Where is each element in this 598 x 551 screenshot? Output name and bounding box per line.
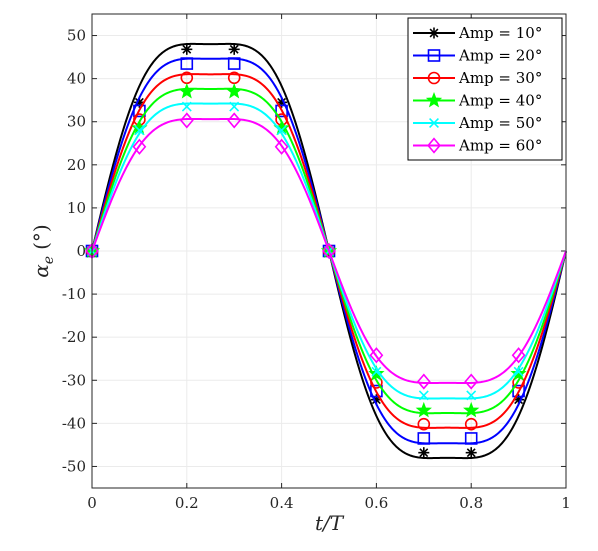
marker-diamond — [464, 373, 479, 390]
legend-label: Amp = 30° — [458, 69, 542, 87]
marker-square — [275, 104, 288, 118]
y-axis-label-symbol: α — [29, 264, 53, 278]
marker-diamond — [369, 347, 384, 364]
marker-square — [180, 57, 194, 70]
marker-star — [178, 82, 195, 99]
y-tick-labels: 50 40 30 20 10 0 -10 -20 -30 -40 -50 — [62, 27, 86, 476]
marker-square — [464, 432, 478, 445]
marker-asterisk — [418, 447, 430, 459]
marker-star — [510, 365, 527, 381]
y-tick-label: 0 — [76, 242, 86, 260]
x-tick-label: 0 — [87, 494, 97, 512]
x-axis-label: t/T — [315, 511, 345, 535]
series-line — [91, 117, 567, 385]
x-tick-label: 0.8 — [459, 494, 483, 512]
x-tick-label: 1 — [561, 494, 571, 512]
marker-diamond — [274, 138, 289, 155]
plot-box — [91, 13, 567, 489]
y-tick-label: -50 — [62, 457, 86, 475]
y-tick-label: -20 — [62, 328, 86, 346]
legend-item: Amp = 20° — [413, 47, 542, 65]
marker-x — [276, 125, 287, 136]
marker-star — [368, 365, 385, 381]
marker-asterisk — [228, 43, 240, 55]
x-tick-label: 0.4 — [270, 494, 294, 512]
y-tick-label: 20 — [67, 156, 86, 174]
marker-diamond — [322, 242, 336, 260]
y-tick-label: 10 — [67, 199, 86, 217]
marker-circle — [427, 71, 441, 85]
series-layer — [83, 42, 567, 460]
legend: Amp = 10° Amp = 20° Amp = 30° Amp = 40° Amp … — [407, 17, 563, 161]
legend-label: Amp = 60° — [458, 137, 542, 155]
marker-x — [371, 366, 382, 377]
marker-circle — [417, 417, 431, 431]
y-tick-label: -40 — [62, 414, 86, 432]
marker-star — [415, 401, 432, 418]
marker-star — [226, 82, 243, 99]
marker-diamond — [132, 138, 147, 155]
marker-diamond — [179, 112, 194, 129]
x-tick-labels: 0 0.2 0.4 0.6 0.8 1 — [87, 494, 571, 512]
marker-square — [512, 384, 525, 398]
series-6 — [85, 112, 567, 390]
y-tick-label: 30 — [67, 113, 86, 131]
legend-item: Amp = 50° — [413, 114, 542, 132]
marker-asterisk — [465, 447, 477, 459]
marker-star — [463, 401, 480, 418]
marker-x — [134, 125, 145, 136]
y-axis-label-subscript: e — [41, 256, 57, 264]
y-axis-label: αe (°) — [29, 224, 57, 277]
legend-label: Amp = 40° — [458, 92, 542, 110]
marker-diamond — [511, 347, 526, 364]
marker-diamond — [427, 137, 441, 154]
legend-item: Amp = 60° — [413, 137, 542, 155]
marker-x — [229, 101, 240, 112]
legend-item: Amp = 30° — [413, 69, 542, 87]
y-tick-label: 40 — [67, 70, 86, 88]
marker-star — [425, 91, 443, 108]
legend-label: Amp = 50° — [458, 114, 542, 132]
marker-square — [133, 104, 146, 118]
legend-item: Amp = 10° — [413, 24, 542, 42]
x-tick-label: 0.6 — [364, 494, 388, 512]
legend-label: Amp = 20° — [458, 47, 542, 65]
marker-square — [227, 57, 241, 70]
marker-square — [427, 49, 441, 62]
marker-x — [181, 101, 192, 112]
y-tick-label: -10 — [62, 285, 86, 303]
marker-square — [370, 384, 383, 398]
marker-asterisk — [428, 27, 440, 39]
marker-diamond — [227, 112, 242, 129]
marker-x — [429, 118, 439, 128]
y-tick-label: -30 — [62, 371, 86, 389]
marker-square — [417, 432, 431, 445]
marker-x — [466, 390, 477, 401]
marker-diamond — [416, 373, 431, 390]
y-tick-label: 50 — [67, 27, 86, 45]
legend-label: Amp = 10° — [458, 24, 542, 42]
x-tick-label: 0.2 — [175, 494, 199, 512]
marker-asterisk — [181, 43, 193, 55]
y-axis-label-unit: (°) — [29, 224, 53, 250]
marker-x — [418, 390, 429, 401]
marker-circle — [464, 417, 478, 431]
legend-box — [407, 17, 563, 161]
marker-x — [513, 366, 524, 377]
legend-item: Amp = 40° — [413, 92, 542, 110]
